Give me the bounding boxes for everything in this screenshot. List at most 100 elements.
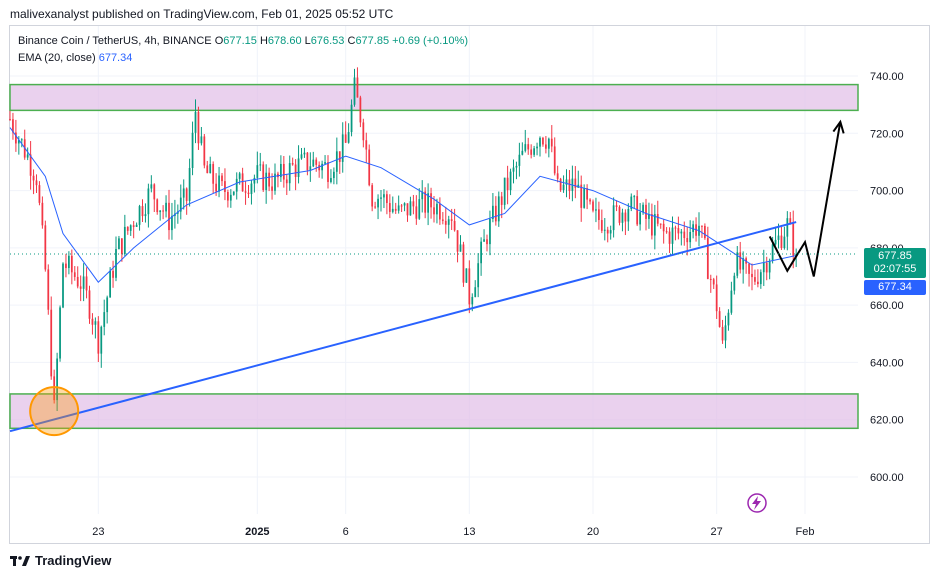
support-zone[interactable] bbox=[9, 393, 859, 430]
resistance-zone[interactable] bbox=[9, 83, 859, 112]
y-tick-label: 700.00 bbox=[870, 186, 904, 198]
projection-path[interactable] bbox=[768, 121, 842, 277]
candle-body bbox=[144, 214, 147, 217]
candle-body bbox=[374, 206, 376, 208]
candle-body bbox=[380, 197, 382, 199]
candle-body bbox=[656, 214, 659, 224]
candle-body bbox=[447, 219, 450, 225]
x-tick-label: 27 bbox=[711, 526, 723, 538]
candle-body bbox=[665, 231, 668, 233]
candle-body bbox=[400, 205, 403, 207]
candle-body bbox=[427, 193, 429, 213]
candle-body bbox=[483, 239, 485, 242]
candle-body bbox=[774, 239, 777, 245]
candle-body bbox=[662, 223, 665, 232]
candle-body bbox=[648, 214, 650, 219]
candle-body bbox=[733, 275, 736, 291]
candle-body bbox=[141, 206, 144, 217]
candle-body bbox=[624, 212, 627, 222]
support-trendline[interactable] bbox=[9, 221, 797, 433]
candle-body bbox=[512, 167, 515, 172]
projection-arrowhead bbox=[832, 119, 845, 134]
candle-body bbox=[424, 191, 427, 213]
candle-body bbox=[197, 111, 200, 144]
candle-body bbox=[518, 154, 521, 166]
candle-body bbox=[106, 297, 109, 313]
candle-body bbox=[592, 201, 594, 211]
candle-body bbox=[391, 208, 394, 212]
candle-body bbox=[633, 196, 636, 198]
candle-body bbox=[562, 184, 565, 191]
symbol-name[interactable]: Binance Coin / TetherUS, 4h, BINANCE bbox=[18, 35, 212, 47]
candle-body bbox=[241, 173, 244, 192]
candle-body bbox=[645, 204, 647, 219]
candle-body bbox=[282, 163, 285, 180]
candle-body bbox=[250, 183, 253, 195]
candle-body bbox=[521, 150, 524, 155]
candle-body bbox=[421, 191, 424, 200]
candle-body bbox=[135, 224, 138, 227]
candle-body bbox=[474, 287, 477, 297]
lightning-event-icon[interactable] bbox=[747, 493, 767, 513]
footer-brand[interactable]: TradingView bbox=[10, 553, 111, 568]
candle-body bbox=[147, 188, 150, 215]
candle-body bbox=[568, 179, 571, 191]
candle-body bbox=[586, 188, 588, 200]
bar-countdown: 02:07:55 bbox=[873, 263, 917, 275]
candle-body bbox=[182, 188, 185, 198]
candle-body bbox=[377, 198, 379, 208]
candle-body bbox=[227, 191, 229, 201]
candle-body bbox=[748, 263, 750, 274]
candle-body bbox=[494, 205, 497, 222]
candle-body bbox=[347, 132, 350, 143]
candle-body bbox=[91, 318, 94, 325]
candle-body bbox=[218, 175, 220, 192]
candle-body bbox=[742, 258, 745, 270]
candle-body bbox=[536, 146, 538, 149]
candle-body bbox=[659, 223, 662, 225]
candle-body bbox=[65, 263, 67, 269]
candle-body bbox=[727, 312, 730, 326]
candle-body bbox=[471, 296, 474, 305]
candle-body bbox=[350, 104, 353, 133]
candle-body bbox=[503, 177, 506, 205]
highlight-circle[interactable] bbox=[29, 386, 80, 437]
candle-body bbox=[224, 181, 226, 192]
high-label: H bbox=[259, 35, 268, 47]
candle-body bbox=[312, 159, 315, 167]
candle-body bbox=[62, 263, 64, 308]
candle-body bbox=[371, 185, 374, 207]
candle-body bbox=[701, 225, 703, 227]
candle-body bbox=[671, 227, 674, 244]
candle-body bbox=[459, 244, 462, 252]
candle-body bbox=[386, 194, 388, 204]
candle-body bbox=[627, 209, 630, 222]
candle-body bbox=[200, 136, 203, 144]
candle-body bbox=[388, 203, 391, 212]
candle-body bbox=[338, 151, 341, 162]
candle-body bbox=[580, 184, 583, 208]
x-tick-label: Feb bbox=[796, 526, 815, 538]
candle-body bbox=[768, 260, 771, 273]
ema-legend[interactable]: EMA (20, close) 677.34 bbox=[18, 52, 132, 64]
y-tick-label: 660.00 bbox=[870, 300, 904, 312]
candle-body bbox=[489, 218, 491, 245]
candle-body bbox=[44, 225, 47, 270]
candle-body bbox=[97, 321, 100, 354]
candle-body bbox=[542, 137, 544, 145]
close-value: 677.85 bbox=[355, 35, 390, 47]
last-price-value: 677.85 bbox=[878, 250, 912, 262]
candle-body bbox=[765, 262, 768, 273]
candle-body bbox=[492, 205, 494, 219]
last-price-tag: 677.85 02:07:55 bbox=[864, 248, 926, 278]
candle-body bbox=[709, 278, 712, 280]
candle-body bbox=[668, 231, 671, 244]
candle-body bbox=[465, 268, 468, 283]
candle-body bbox=[297, 158, 300, 177]
candle-body bbox=[394, 208, 397, 211]
ema-line[interactable] bbox=[9, 127, 797, 283]
candle-body bbox=[612, 205, 615, 231]
candle-body bbox=[344, 134, 347, 143]
candle-body bbox=[280, 163, 282, 178]
